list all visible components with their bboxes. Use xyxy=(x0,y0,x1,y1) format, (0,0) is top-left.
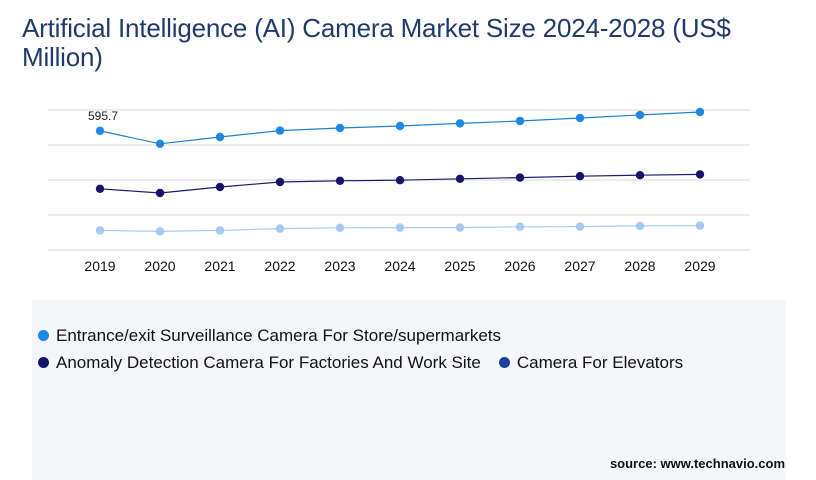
data-point xyxy=(695,170,705,179)
data-point xyxy=(635,110,645,120)
x-tick-label: 2027 xyxy=(564,258,595,274)
chart-legend: Entrance/exit Surveillance Camera For St… xyxy=(38,322,778,376)
data-point xyxy=(335,123,345,133)
x-tick-label: 2019 xyxy=(84,258,115,274)
legend-row-2: Anomaly Detection Camera For Factories A… xyxy=(38,349,778,376)
x-tick-label: 2023 xyxy=(324,258,355,274)
data-point xyxy=(395,121,405,131)
x-tick-label: 2024 xyxy=(384,258,415,274)
data-point xyxy=(155,139,165,148)
data-point xyxy=(275,177,285,187)
data-point xyxy=(455,223,465,232)
data-point xyxy=(95,184,105,193)
legend-label-entrance-exit: Entrance/exit Surveillance Camera For St… xyxy=(56,325,502,345)
data-point xyxy=(575,172,585,181)
legend-row-1: Entrance/exit Surveillance Camera For St… xyxy=(38,322,778,349)
data-point xyxy=(215,132,225,142)
legend-marker-anomaly-detection xyxy=(38,357,49,368)
data-point xyxy=(155,227,165,236)
data-point xyxy=(155,188,165,198)
legend-item-entrance-exit: Entrance/exit Surveillance Camera For St… xyxy=(38,326,501,346)
legend-label-anomaly-detection: Anomaly Detection Camera For Factories A… xyxy=(56,352,481,372)
x-tick-label: 2021 xyxy=(204,258,235,274)
data-point xyxy=(335,223,345,232)
data-point xyxy=(575,222,585,231)
data-point xyxy=(455,174,465,183)
chart-title: Artificial Intelligence (AI) Camera Mark… xyxy=(22,13,731,72)
data-point xyxy=(215,182,225,192)
x-tick-label: 2029 xyxy=(684,258,715,274)
data-point xyxy=(215,226,225,235)
x-tick-label: 2026 xyxy=(504,258,535,274)
data-point xyxy=(515,173,525,182)
x-tick-label: 2020 xyxy=(144,258,175,274)
x-tick-label: 2028 xyxy=(624,258,655,274)
data-point xyxy=(695,107,705,117)
legend-item-anomaly-detection: Anomaly Detection Camera For Factories A… xyxy=(38,353,481,373)
data-point xyxy=(515,116,525,126)
data-point xyxy=(335,176,345,185)
data-point xyxy=(695,221,705,230)
data-label: 595.7 xyxy=(88,109,118,123)
data-point xyxy=(275,126,285,135)
data-point xyxy=(395,223,405,232)
legend-marker-elevators xyxy=(498,357,510,368)
x-tick-label: 2025 xyxy=(444,258,475,274)
source-credit: source: www.technavio.com xyxy=(609,456,785,471)
legend-label-elevators: Camera For Elevators xyxy=(516,352,684,372)
data-point xyxy=(635,221,645,230)
data-point xyxy=(635,171,645,180)
legend-item-elevators: Camera For Elevators xyxy=(498,352,684,373)
data-point xyxy=(95,226,105,235)
line-chart: 2019 2020 2021 2022 2023 2024 2025 2026 2027 2028… xyxy=(48,107,750,274)
data-point xyxy=(95,126,105,136)
data-point xyxy=(455,119,465,128)
data-point xyxy=(515,222,525,231)
data-point xyxy=(275,224,285,233)
legend-background-panel xyxy=(32,300,786,480)
legend-marker-entrance-exit xyxy=(38,330,49,341)
data-point xyxy=(395,176,405,185)
x-tick-label: 2022 xyxy=(264,258,295,274)
data-point xyxy=(575,113,585,123)
